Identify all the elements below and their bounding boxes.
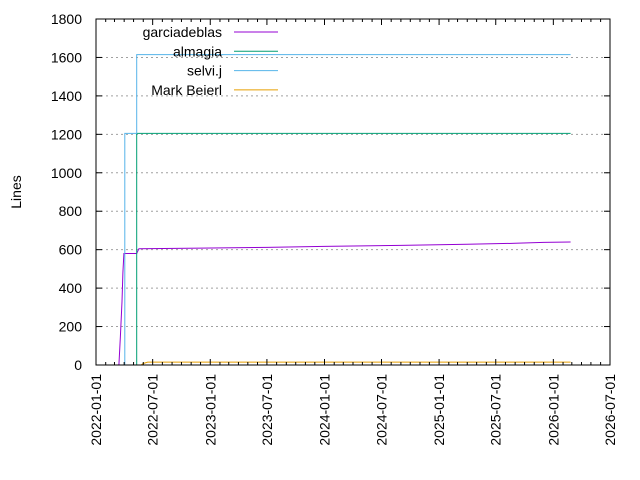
y-tick-label: 1400: [51, 88, 82, 104]
series-line-mark-beierl: [140, 361, 571, 366]
x-axis: 2022-01-01 2022-07-01 2023-01-01 2023-07-01…: [88, 19, 618, 446]
y-tick-label: 600: [59, 242, 83, 258]
legend-label: Mark Beierl: [151, 82, 222, 98]
legend-label: selvi.j: [187, 63, 222, 79]
y-tick-label: 1200: [51, 126, 82, 142]
legend-label: almagia: [173, 43, 222, 59]
x-tick-label: 2024-07-01: [373, 374, 389, 446]
x-tick-label: 2023-01-01: [202, 374, 218, 446]
x-tick-label: 2022-01-01: [88, 374, 104, 446]
x-tick-label: 2024-01-01: [317, 374, 333, 446]
y-tick-label: 0: [74, 357, 82, 373]
x-tick-label: 2025-01-01: [431, 374, 447, 446]
y-tick-label: 1600: [51, 49, 82, 65]
series-lines: [118, 54, 571, 366]
series-line-garciadeblas: [118, 241, 571, 366]
y-axis-label: Lines: [8, 175, 24, 208]
y-tick-label: 200: [59, 319, 83, 335]
legend-label: garciadeblas: [143, 24, 222, 40]
y-tick-label: 800: [59, 203, 83, 219]
x-tick-label: 2022-07-01: [145, 374, 161, 446]
grid: [96, 56, 610, 328]
x-tick-label: 2026-07-01: [602, 374, 618, 446]
y-tick-label: 1000: [51, 165, 82, 181]
y-axis: 0 200 400 600 800 1000 1200 1400 1600 1800: [51, 11, 610, 373]
x-tick-label: 2025-07-01: [488, 374, 504, 446]
plot-frame: [95, 18, 611, 366]
y-tick-label: 1800: [51, 11, 82, 27]
y-tick-label: 400: [59, 280, 83, 296]
legend: garciadeblas almagia selvi.j Mark Beierl: [143, 24, 278, 98]
series-line-selvi-j: [124, 54, 571, 365]
x-tick-label: 2026-01-01: [545, 374, 561, 446]
x-tick-label: 2023-07-01: [259, 374, 275, 446]
